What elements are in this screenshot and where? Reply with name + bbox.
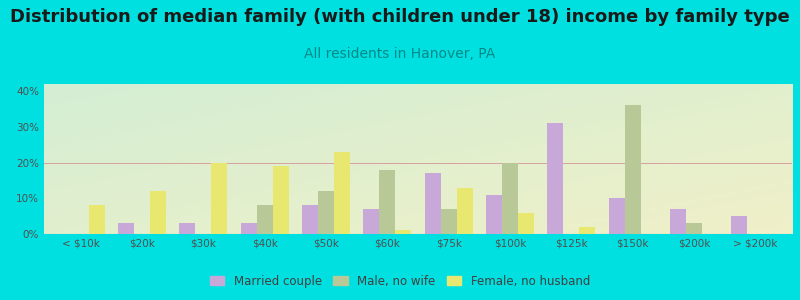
Bar <box>547 123 563 234</box>
Bar <box>609 198 625 234</box>
Bar <box>118 223 134 234</box>
Bar <box>241 223 257 234</box>
Bar <box>302 206 318 234</box>
Bar <box>425 173 441 234</box>
Bar <box>273 166 289 234</box>
Bar <box>502 163 518 234</box>
Bar <box>211 163 227 234</box>
Text: All residents in Hanover, PA: All residents in Hanover, PA <box>304 46 496 61</box>
Bar <box>257 206 273 234</box>
Bar <box>579 227 595 234</box>
Bar <box>518 213 534 234</box>
Bar <box>334 152 350 234</box>
Text: Distribution of median family (with children under 18) income by family type: Distribution of median family (with chil… <box>10 8 790 26</box>
Bar <box>179 223 195 234</box>
Bar <box>363 209 379 234</box>
Bar <box>441 209 457 234</box>
Bar <box>457 188 473 234</box>
Bar <box>89 206 105 234</box>
Bar <box>686 223 702 234</box>
Bar <box>379 170 395 234</box>
Bar <box>486 195 502 234</box>
Bar <box>731 216 747 234</box>
Legend: Married couple, Male, no wife, Female, no husband: Married couple, Male, no wife, Female, n… <box>206 271 594 291</box>
Bar <box>395 230 411 234</box>
Bar <box>150 191 166 234</box>
Bar <box>625 105 641 234</box>
Bar <box>318 191 334 234</box>
Bar <box>670 209 686 234</box>
